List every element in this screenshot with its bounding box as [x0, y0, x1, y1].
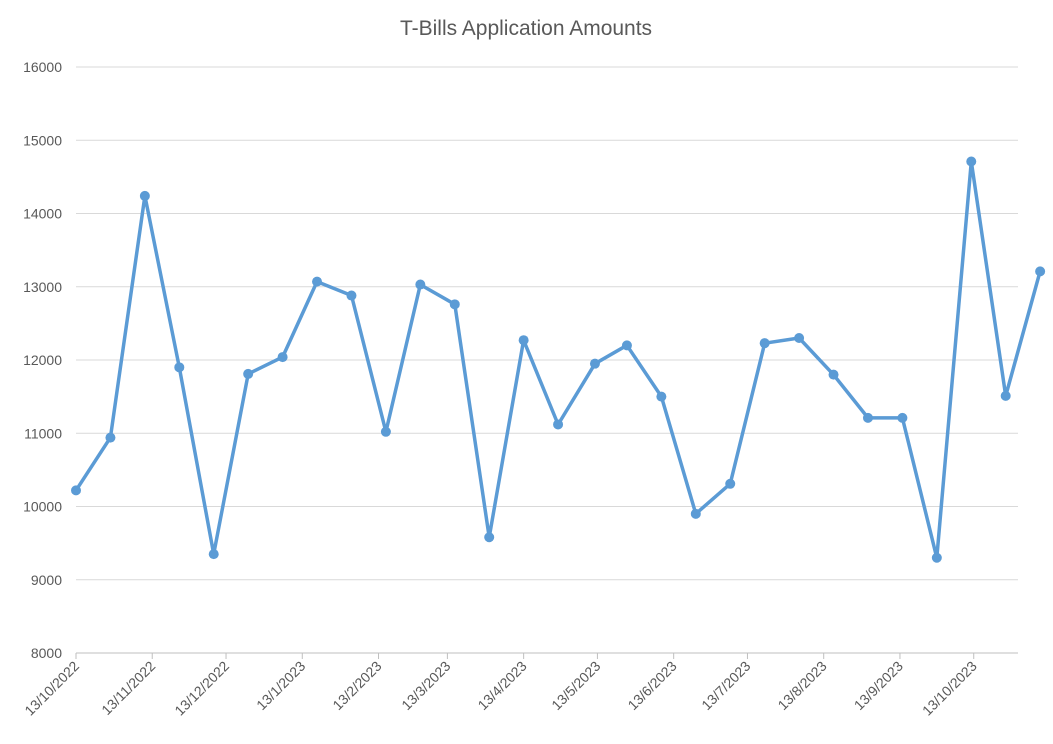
data-point: [656, 391, 667, 402]
x-tick-label: 13/11/2022: [98, 658, 158, 718]
data-point: [312, 276, 323, 287]
data-point: [862, 412, 873, 423]
data-point: [553, 419, 564, 430]
x-tick-label: 13/7/2023: [698, 658, 754, 714]
x-tick-label: 13/10/2023: [919, 658, 980, 719]
x-tick-label: 13/2/2023: [329, 658, 385, 714]
data-point: [1000, 390, 1011, 401]
data-point: [725, 478, 736, 489]
x-tick-label: 13/4/2023: [474, 658, 530, 714]
x-tick-label: 13/12/2022: [171, 658, 232, 719]
y-tick-label: 9000: [31, 572, 62, 588]
y-tick-label: 12000: [23, 352, 62, 368]
data-point: [105, 432, 116, 443]
data-point: [449, 299, 460, 310]
data-point: [484, 532, 495, 543]
data-point: [174, 362, 185, 373]
data-point: [139, 190, 150, 201]
y-tick-label: 11000: [24, 425, 62, 441]
chart-title: T-Bills Application Amounts: [400, 17, 652, 40]
data-point: [589, 358, 600, 369]
y-tick-label: 15000: [23, 132, 62, 148]
data-point: [759, 338, 770, 349]
data-point: [380, 426, 391, 437]
data-point: [794, 333, 805, 344]
data-point: [966, 156, 977, 167]
x-tick-label: 13/3/2023: [398, 658, 454, 714]
y-tick-label: 8000: [31, 645, 62, 661]
series-layer: [71, 156, 1046, 563]
data-point: [1035, 266, 1046, 277]
x-tick-label: 13/1/2023: [253, 658, 309, 714]
x-tick-label: 13/6/2023: [624, 658, 680, 714]
data-point: [931, 552, 942, 563]
x-tick-label: 13/10/2022: [21, 658, 82, 719]
gridlines: [76, 66, 1018, 581]
x-tick-label: 13/5/2023: [548, 658, 604, 714]
y-tick-label: 13000: [23, 279, 62, 295]
data-point: [690, 508, 701, 519]
data-point: [621, 340, 632, 351]
data-point: [346, 290, 357, 301]
data-point: [208, 549, 219, 560]
y-tick-label: 10000: [23, 499, 62, 515]
data-point: [277, 352, 288, 363]
y-tick-label: 14000: [23, 206, 62, 222]
data-point: [518, 335, 529, 346]
data-point: [71, 485, 81, 496]
data-point: [828, 369, 839, 380]
data-point: [243, 368, 254, 379]
axes: 8000 9000 10000 11000 12000 13000 14000 15000 16…: [21, 59, 1018, 719]
data-point: [415, 279, 426, 290]
x-tick-label: 13/9/2023: [851, 658, 907, 714]
y-tick-label: 16000: [23, 59, 62, 75]
x-tick-label: 13/8/2023: [774, 658, 830, 714]
data-point: [897, 412, 908, 423]
